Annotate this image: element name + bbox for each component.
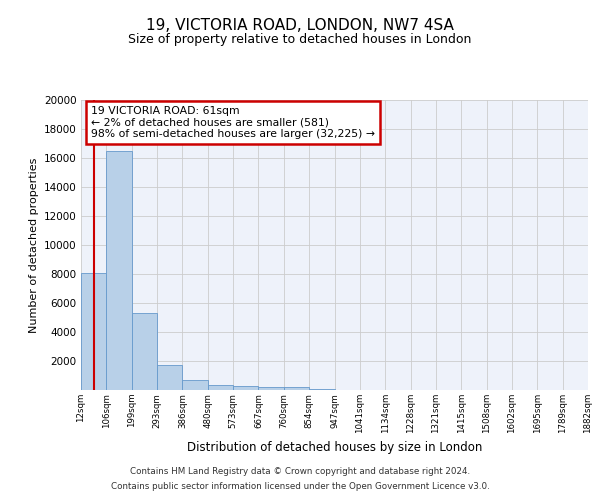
Bar	[284, 387, 309, 390]
Text: 19, VICTORIA ROAD, LONDON, NW7 4SA: 19, VICTORIA ROAD, LONDON, NW7 4SA	[146, 18, 454, 32]
Text: 19 VICTORIA ROAD: 61sqm
← 2% of detached houses are smaller (581)
98% of semi-de: 19 VICTORIA ROAD: 61sqm ← 2% of detached…	[91, 106, 375, 139]
Text: Contains HM Land Registry data © Crown copyright and database right 2024.: Contains HM Land Registry data © Crown c…	[130, 467, 470, 476]
X-axis label: Distribution of detached houses by size in London: Distribution of detached houses by size …	[187, 442, 482, 454]
Bar	[309, 389, 335, 390]
Text: Size of property relative to detached houses in London: Size of property relative to detached ho…	[128, 32, 472, 46]
Bar	[106, 151, 132, 390]
Text: Contains public sector information licensed under the Open Government Licence v3: Contains public sector information licen…	[110, 482, 490, 491]
Bar	[157, 364, 182, 390]
Bar	[233, 386, 259, 390]
Bar	[259, 387, 284, 390]
Bar	[132, 313, 157, 390]
Bar	[81, 272, 106, 390]
Bar	[208, 385, 233, 390]
Y-axis label: Number of detached properties: Number of detached properties	[29, 158, 38, 332]
Bar	[182, 380, 208, 390]
